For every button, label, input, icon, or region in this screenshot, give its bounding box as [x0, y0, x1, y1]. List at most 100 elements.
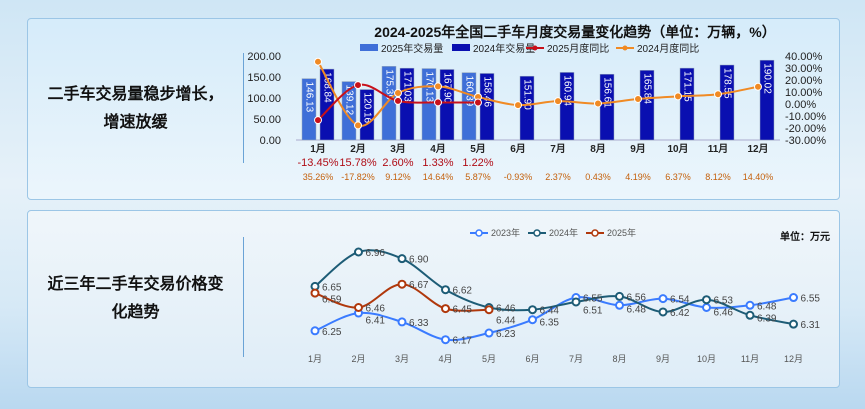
- legend-marker: [622, 45, 628, 51]
- x-tick-label: 10月: [697, 354, 716, 364]
- x-tick-label: 7月: [569, 354, 583, 364]
- yoy-point: [314, 57, 322, 66]
- x-tick-label: 4月: [430, 143, 446, 155]
- yoy-point: [754, 82, 762, 91]
- legend-marker: [475, 229, 483, 237]
- price-point: [789, 293, 798, 303]
- legend-label: 2025年: [607, 227, 636, 238]
- legend-marker: [533, 229, 541, 237]
- price-label: 6.96: [366, 248, 386, 259]
- x-tick-label: 9月: [630, 143, 646, 155]
- yoy-label: -17.82%: [341, 172, 375, 182]
- y2-tick-label: 0.00%: [785, 99, 816, 111]
- price-point: [310, 288, 320, 298]
- x-tick-label: 2月: [351, 354, 365, 364]
- yoy-point: [634, 94, 642, 103]
- x-tick-label: 11月: [708, 143, 729, 155]
- price-point: [658, 294, 668, 304]
- price-point: [441, 304, 450, 314]
- price-point: [702, 295, 711, 305]
- price-label: 6.48: [627, 304, 647, 315]
- yoy-point: [434, 98, 442, 107]
- yoy-point: [434, 82, 442, 91]
- x-tick-label: 1月: [310, 143, 326, 155]
- yoy-label: 4.19%: [625, 172, 651, 182]
- bar-2024: [759, 59, 775, 141]
- legend-marker: [532, 45, 538, 51]
- x-tick-label: 7月: [550, 143, 566, 155]
- x-tick-label: 10月: [667, 143, 688, 155]
- price-label: 6.39: [757, 313, 777, 324]
- bar-value-label: 190.02: [761, 63, 772, 94]
- price-label: 6.65: [322, 282, 342, 293]
- x-tick-label: 3月: [395, 354, 409, 364]
- yoy-point: [674, 92, 682, 101]
- legend-swatch: [360, 44, 378, 51]
- bar-2024: [559, 72, 575, 141]
- yoy-label: 8.12%: [705, 172, 731, 182]
- price-label: 6.55: [801, 294, 821, 305]
- yoy-point: [354, 81, 362, 90]
- price-label: 6.44: [540, 306, 560, 317]
- yoy-label: 35.26%: [303, 172, 334, 182]
- yoy-point: [514, 101, 522, 110]
- price-point: [441, 285, 450, 295]
- legend-label: 2023年: [491, 227, 520, 238]
- x-tick-label: 4月: [438, 354, 452, 364]
- x-tick-label: 2月: [350, 143, 366, 155]
- bar-2024: [599, 73, 615, 141]
- bar-2024: [719, 64, 735, 141]
- x-tick-label: 3月: [390, 143, 406, 155]
- x-tick-label: 8月: [590, 143, 606, 155]
- yoy-label: 14.64%: [423, 172, 454, 182]
- bar-value-label: 178.55: [721, 68, 732, 99]
- y2-tick-label: -10.00%: [785, 111, 826, 123]
- price-label: 6.46: [714, 308, 734, 319]
- bar-value-label: 171.03: [401, 71, 412, 102]
- divider: [243, 237, 244, 357]
- yoy-label: 6.37%: [665, 172, 691, 182]
- bar-2024: [639, 70, 655, 141]
- divider: [243, 53, 244, 163]
- price-point: [528, 305, 537, 315]
- price-point: [528, 315, 537, 325]
- price-label: 6.62: [453, 286, 473, 297]
- bar-value-label: 156.61: [601, 77, 612, 108]
- yoy-label: -0.93%: [504, 172, 533, 182]
- price-label: 6.25: [322, 327, 342, 338]
- y2-tick-label: -20.00%: [785, 123, 826, 135]
- bar-value-label: 146.13: [303, 82, 314, 113]
- price-panel: 近三年二手车交易价格变化趋势: [27, 210, 840, 388]
- y2-tick-label: 10.00%: [785, 87, 823, 99]
- volume-summary: 二手车交易量稳步增长，增速放缓: [47, 86, 224, 131]
- yoy-label: 1.22%: [462, 157, 493, 169]
- bar-value-label: 165.84: [641, 73, 652, 104]
- x-tick-label: 5月: [482, 354, 496, 364]
- price-point: [354, 303, 363, 312]
- bar-value-label: 175.39: [383, 69, 394, 100]
- y2-tick-label: 30.00%: [785, 63, 823, 75]
- x-tick-label: 11月: [741, 354, 759, 364]
- bar-2024: [359, 89, 375, 141]
- price-label: 6.42: [670, 308, 690, 319]
- price-label: 6.45: [453, 305, 473, 316]
- yoy-label: 9.12%: [385, 172, 411, 182]
- price-point: [571, 297, 581, 307]
- price-label: 6.90: [409, 255, 429, 266]
- legend-label: 2024年交易量: [473, 42, 535, 55]
- yoy-point: [394, 89, 402, 98]
- yoy-label: 15.78%: [339, 157, 377, 169]
- price-label: 6.67: [409, 280, 429, 291]
- price-label: 6.54: [670, 295, 690, 306]
- price-label: 6.46: [366, 304, 386, 315]
- price-point: [397, 254, 407, 264]
- y-tick-label: 200.00: [247, 51, 281, 63]
- price-point: [397, 317, 407, 327]
- x-tick-label: 12月: [784, 354, 803, 364]
- legend-label: 2024月度同比: [637, 42, 699, 55]
- yoy-point: [394, 96, 402, 105]
- y-tick-label: 0.00: [260, 135, 281, 147]
- price-label: 6.46: [496, 304, 516, 315]
- price-label: 6.51: [583, 306, 603, 317]
